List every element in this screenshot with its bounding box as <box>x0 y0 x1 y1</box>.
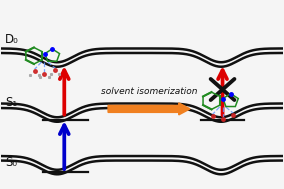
FancyArrow shape <box>108 103 190 115</box>
Text: solvent isomerization: solvent isomerization <box>101 87 197 96</box>
Text: S₀: S₀ <box>5 156 17 169</box>
Text: S₁: S₁ <box>5 95 17 108</box>
Text: D₀: D₀ <box>5 33 19 46</box>
